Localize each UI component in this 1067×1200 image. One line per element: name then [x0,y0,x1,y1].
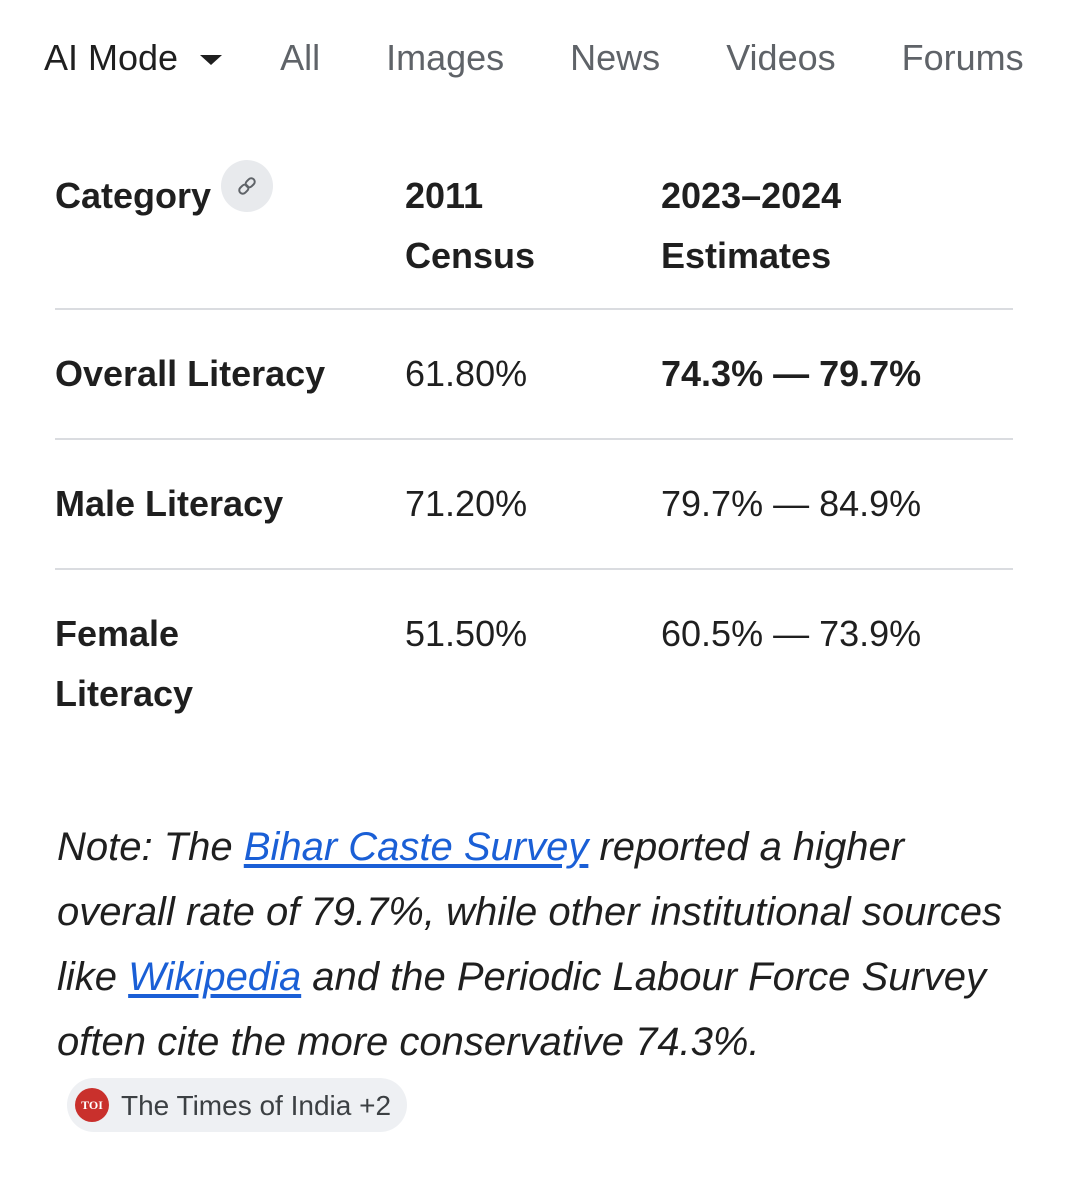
row-census-value: 61.80% [405,353,528,394]
row-category: Female Literacy [55,613,194,714]
header-category-cell: Category [55,160,405,286]
note-paragraph: Note: The Bihar Caste Survey reported a … [57,815,1017,1140]
table-row: Female Literacy 51.50% 60.5% — 73.9% [55,570,1013,724]
tab-news-label: News [570,37,661,78]
caret-down-icon [200,55,223,65]
source-chip[interactable]: TOI The Times of India +2 [67,1078,408,1133]
literacy-table: Category 2011 Census 2023–2024 Estimates… [55,160,1013,724]
tab-images-label: Images [386,37,505,78]
note-text-1: Note: The [57,825,244,869]
tab-all[interactable]: All [280,37,320,79]
row-category: Overall Literacy [55,353,326,394]
row-census-value: 71.20% [405,483,528,524]
source-chip-label: The Times of India +2 [121,1089,392,1121]
header-category: Category [55,175,212,216]
table-row: Overall Literacy 61.80% 74.3% — 79.7% [55,310,1013,440]
tab-all-label: All [280,37,321,78]
wikipedia-link[interactable]: Wikipedia [128,955,302,999]
bihar-caste-survey-link[interactable]: Bihar Caste Survey [243,825,589,869]
tab-forums-label: Forums [901,37,1024,78]
tab-forums[interactable]: Forums [902,37,1024,79]
link-icon[interactable] [221,160,274,212]
tab-images[interactable]: Images [386,37,504,79]
row-category: Male Literacy [55,483,284,524]
header-estimates: 2023–2024 Estimates [661,175,842,276]
table-header-row: Category 2011 Census 2023–2024 Estimates [55,160,1013,310]
row-estimate-value: 74.3% — 79.7% [661,353,922,394]
row-estimate-value: 79.7% — 84.9% [661,483,922,524]
note-text-3: and the Periodic Labour Force Survey oft… [57,955,987,1064]
link-icon-glyph [238,177,256,195]
tab-videos[interactable]: Videos [726,37,835,79]
tab-news[interactable]: News [570,37,660,79]
tab-videos-label: Videos [726,37,836,78]
tab-ai-mode[interactable]: AI Mode [44,37,223,79]
table-row: Male Literacy 71.20% 79.7% — 84.9% [55,440,1013,570]
times-of-india-logo-icon: TOI [75,1088,109,1123]
note-text-2: reported a higher overall rate of 79.7%,… [57,825,1002,999]
row-census-value: 51.50% [405,613,528,654]
search-mode-tabs: AI Mode All Images News Videos Forums [44,28,1067,88]
tab-ai-mode-label: AI Mode [44,37,179,78]
header-2011-census: 2011 Census [405,175,536,276]
row-estimate-value: 60.5% — 73.9% [661,613,922,654]
